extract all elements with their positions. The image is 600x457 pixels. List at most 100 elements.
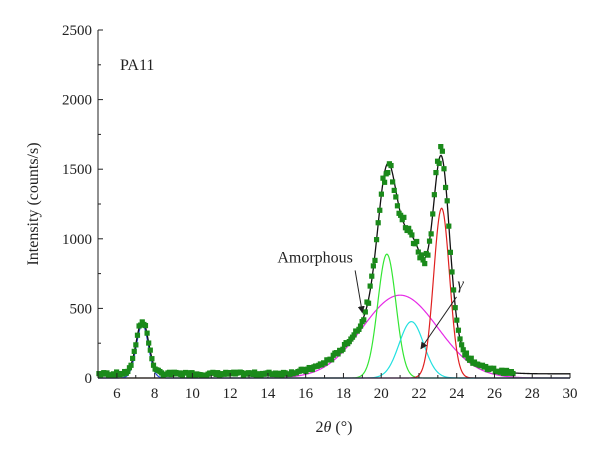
observed-point (447, 249, 453, 255)
observed-point (367, 283, 373, 289)
observed-point (409, 232, 415, 238)
annotation-label: γ (457, 276, 464, 293)
x-tick-label: 18 (336, 386, 351, 402)
observed-point (459, 342, 465, 348)
observed-point (147, 347, 153, 353)
observed-point (351, 332, 357, 338)
observed-point (439, 148, 445, 154)
observed-point (215, 370, 221, 376)
observed-point (446, 223, 452, 229)
observed-point (370, 263, 376, 269)
observed-point (187, 373, 194, 379)
observed-point (442, 184, 449, 191)
observed-point (150, 362, 157, 368)
x-axis-title: 2θ (°) (316, 419, 353, 436)
x-tick-label: 28 (525, 386, 540, 402)
series-layer (98, 154, 570, 379)
annotation-arrow (420, 296, 457, 350)
observed-point (329, 357, 335, 363)
observed-point (149, 356, 155, 362)
observed-point (309, 366, 315, 373)
observed-point (407, 229, 413, 235)
x-axis-title-symbol: θ (324, 419, 332, 436)
observed-point (441, 166, 447, 172)
observed-point (454, 317, 460, 323)
observed-point (380, 175, 386, 181)
observed-point (382, 179, 388, 185)
x-tick-label: 8 (151, 386, 159, 402)
observed-point (377, 207, 383, 213)
observed-point (430, 211, 436, 217)
observed-point (335, 351, 341, 357)
x-tick-label: 14 (260, 386, 276, 402)
x-tick-label: 20 (374, 386, 389, 402)
observed-point (130, 355, 136, 361)
x-tick-label: 10 (185, 386, 200, 402)
observed-point (398, 212, 404, 218)
observed-point (252, 369, 258, 375)
observed-point (503, 367, 510, 374)
annotation-label: Amorphous (277, 249, 353, 266)
observed-point (414, 238, 420, 245)
observed-point (372, 257, 378, 263)
observed-point (468, 355, 474, 361)
annotation-arrow (354, 270, 365, 314)
observed-point (425, 252, 431, 258)
observed-point (463, 350, 470, 356)
y-tick-label: 1000 (62, 232, 92, 248)
observed-point (452, 305, 458, 311)
observed-point (375, 220, 381, 226)
observed-point (401, 214, 407, 220)
x-tick-label: 24 (449, 386, 465, 402)
observed-point (455, 327, 462, 333)
observed-points (96, 144, 516, 379)
observed-point (433, 170, 439, 176)
observed-point (131, 348, 137, 354)
observed-point (428, 231, 434, 237)
observed-point (369, 273, 375, 279)
observed-point (142, 322, 149, 329)
observed-point (356, 326, 362, 332)
annotations: Amorphous γ (277, 249, 464, 350)
observed-point (406, 225, 412, 231)
y-tick-label: 1500 (62, 162, 92, 178)
observed-point (340, 346, 346, 352)
observed-point (460, 347, 466, 353)
observed-point (120, 371, 126, 377)
observed-point (483, 363, 489, 370)
observed-point (451, 287, 457, 293)
ticks: 6 8 10 12 14 16 18 20 22 24 26 28 30 0 500 1000 1500 2000… (62, 23, 578, 402)
x-tick-label: 12 (223, 386, 238, 402)
observed-point (436, 160, 442, 166)
observed-point (362, 309, 368, 315)
observed-point (128, 362, 134, 368)
y-tick-label: 0 (85, 371, 93, 387)
observed-point (426, 238, 433, 244)
observed-point (134, 332, 141, 338)
observed-point (391, 187, 397, 193)
y-axis-title: Intensity (counts/s) (25, 142, 42, 265)
x-axis-title-unit: (°) (331, 419, 352, 436)
observed-point (402, 225, 409, 231)
observed-point (418, 252, 425, 258)
observed-point (357, 323, 364, 329)
component-curve-amorphous (98, 294, 570, 379)
x-tick-label: 26 (487, 386, 503, 402)
observed-point (365, 300, 372, 306)
observed-point (146, 340, 152, 346)
observed-point (138, 322, 144, 328)
observed-point (184, 370, 190, 376)
x-tick-label: 16 (298, 386, 314, 402)
observed-point (415, 249, 421, 255)
observed-point (133, 342, 139, 348)
observed-point (361, 317, 367, 323)
observed-point (322, 360, 328, 366)
x-tick-label: 6 (113, 386, 121, 402)
observed-point (431, 192, 437, 198)
observed-point (449, 269, 455, 275)
x-tick-label: 30 (563, 386, 578, 402)
observed-point (125, 368, 131, 375)
axes (97, 30, 570, 379)
observed-point (444, 198, 450, 204)
y-tick-label: 2500 (62, 23, 92, 39)
